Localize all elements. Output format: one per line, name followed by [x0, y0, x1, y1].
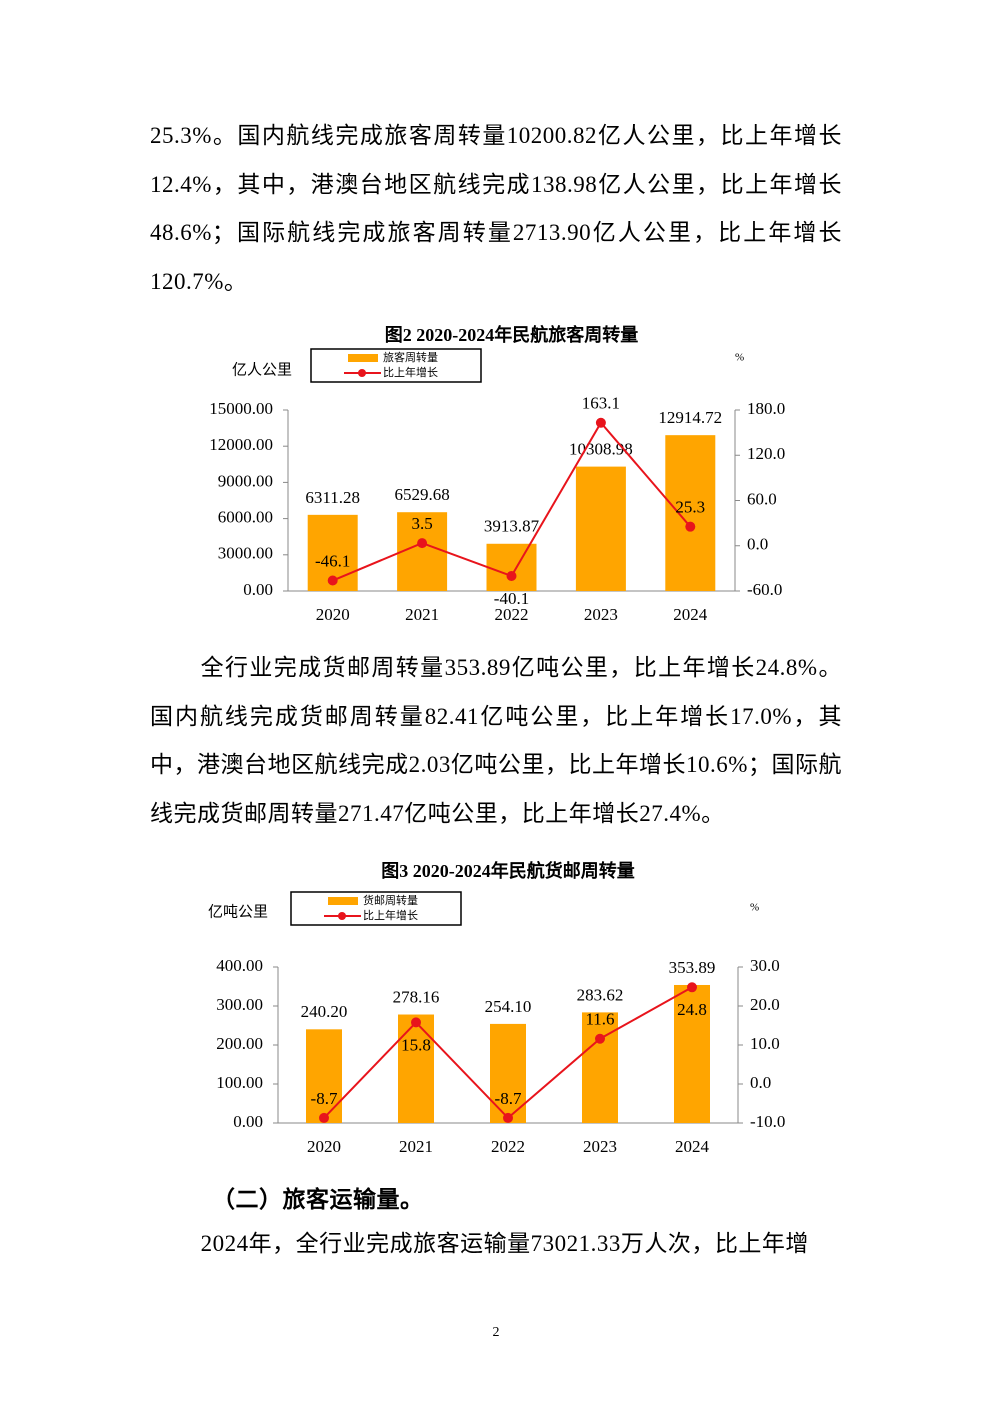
y2-tick-label: 30.0 — [750, 956, 780, 975]
bar — [486, 543, 537, 591]
growth-point — [595, 1033, 605, 1044]
y-tick-label: 200.00 — [216, 1034, 263, 1053]
legend-marker — [358, 369, 366, 377]
bar — [665, 435, 716, 591]
paragraph: 25.3%。国内航线完成旅客周转量10200.82亿人公里，比上年增长12.4%… — [150, 123, 842, 294]
legend-box — [310, 348, 482, 383]
x-tick-label: 2024 — [673, 605, 708, 624]
legend-label: 比上年增长 — [363, 908, 418, 922]
y-tick-label: 9000.00 — [218, 471, 273, 490]
y2-tick-label: -60.0 — [747, 580, 782, 599]
bar — [674, 984, 710, 1123]
line-value-label: 24.8 — [677, 1000, 707, 1019]
growth-point — [417, 538, 428, 549]
y2-tick-label: 20.0 — [750, 995, 780, 1014]
growth-point — [411, 1017, 421, 1028]
y-tick-label: 15000.00 — [209, 399, 273, 418]
growth-point — [327, 575, 338, 586]
x-tick-label: 2021 — [405, 605, 439, 624]
bar-value-label: 3913.87 — [484, 517, 540, 536]
line-value-label: 15.8 — [401, 1035, 431, 1054]
x-tick-label: 2022 — [495, 605, 529, 624]
growth-point — [319, 1112, 329, 1123]
line-value-label: 3.5 — [411, 514, 432, 533]
legend-label: 旅客周转量 — [383, 350, 438, 364]
legend-swatch — [328, 897, 358, 905]
line-value-label: 163.1 — [582, 394, 620, 413]
legend-label: 货邮周转量 — [363, 893, 418, 907]
section-heading: （二）旅客运输量。 — [212, 1187, 424, 1212]
y2-tick-label: 120.0 — [747, 444, 785, 463]
y-tick-label: 400.00 — [216, 956, 263, 975]
chart-title: 图2 2020-2024年民航旅客周转量 — [385, 324, 639, 345]
y2-tick-label: 0.0 — [747, 535, 768, 554]
legend-label: 比上年增长 — [383, 365, 438, 379]
growth-point — [506, 570, 517, 581]
y2-tick-label: 10.0 — [750, 1034, 780, 1053]
bar — [306, 1029, 342, 1123]
x-tick-label: 2023 — [583, 1137, 617, 1156]
page-number: 2 — [492, 1325, 500, 1340]
paragraph: 全行业完成货邮周转量353.89亿吨公里，比上年增长24.8%。国内航线完成货邮… — [150, 655, 842, 826]
growth-point — [687, 982, 697, 993]
x-tick-label: 2020 — [316, 605, 350, 624]
paragraph: 2024年，全行业完成旅客运输量73021.33万人次，比上年增 — [200, 1231, 809, 1256]
y-tick-label: 12000.00 — [209, 435, 273, 454]
y2-tick-label: 180.0 — [747, 399, 785, 418]
growth-point — [503, 1112, 513, 1123]
y-tick-label: 300.00 — [216, 995, 263, 1014]
y2-tick-label: 0.0 — [750, 1073, 771, 1092]
line-value-label: -40.1 — [494, 589, 529, 608]
line-value-label: -8.7 — [495, 1089, 522, 1108]
bar-value-label: 12914.72 — [658, 408, 722, 427]
bar-value-label: 10308.98 — [569, 440, 633, 459]
y2-tick-label: -10.0 — [750, 1112, 785, 1131]
chart-title: 图3 2020-2024年民航货邮周转量 — [381, 860, 635, 881]
bar-value-label: 6311.28 — [305, 488, 360, 507]
y-axis-label: 亿吨公里 — [208, 903, 268, 921]
bar-value-label: 240.20 — [301, 1002, 348, 1021]
bar — [582, 1012, 618, 1123]
growth-point — [685, 521, 696, 532]
x-tick-label: 2024 — [675, 1137, 710, 1156]
y-tick-label: 100.00 — [216, 1073, 263, 1092]
line-value-label: 25.3 — [675, 498, 705, 517]
bar-value-label: 278.16 — [393, 987, 440, 1006]
legend-marker — [338, 912, 346, 920]
x-tick-label: 2022 — [491, 1137, 525, 1156]
growth-point — [595, 417, 606, 428]
bar — [398, 1014, 434, 1123]
y-tick-label: 0.00 — [243, 580, 273, 599]
bar-value-label: 254.10 — [485, 997, 532, 1016]
x-tick-label: 2020 — [307, 1137, 341, 1156]
x-tick-label: 2021 — [399, 1137, 433, 1156]
legend-swatch — [348, 354, 378, 362]
bar — [575, 466, 626, 591]
y2-tick-label: 60.0 — [747, 489, 777, 508]
legend-box — [290, 891, 462, 926]
bar-value-label: 353.89 — [669, 958, 716, 977]
y2-axis-label: % — [750, 902, 759, 914]
y2-axis-label: % — [735, 352, 744, 364]
bar-value-label: 6529.68 — [394, 485, 449, 504]
line-value-label: -8.7 — [311, 1089, 338, 1108]
x-tick-label: 2023 — [584, 605, 618, 624]
line-value-label: -46.1 — [315, 551, 350, 570]
bar-value-label: 283.62 — [577, 985, 624, 1004]
y-tick-label: 3000.00 — [218, 544, 273, 563]
y-axis-label: 亿人公里 — [232, 361, 292, 379]
bar — [397, 512, 448, 591]
y-tick-label: 0.00 — [233, 1112, 263, 1131]
y-tick-label: 6000.00 — [218, 508, 273, 527]
line-value-label: 11.6 — [585, 1010, 614, 1029]
